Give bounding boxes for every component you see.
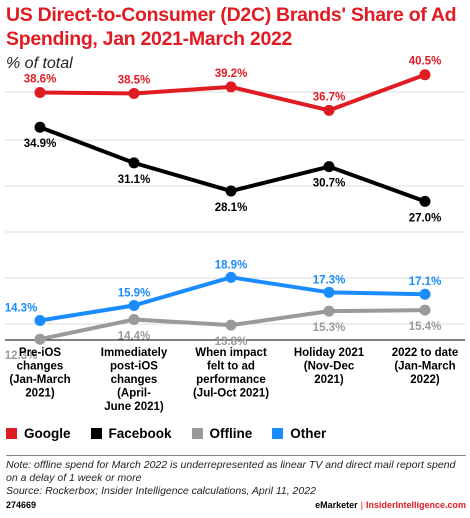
data-point-offline [128, 314, 140, 326]
chart-id: 274669 [6, 500, 37, 510]
data-label-google: 36.7% [313, 91, 346, 103]
brand: eMarketer | InsiderIntelligence.com [315, 500, 466, 510]
series-line-google [38, 72, 427, 113]
data-point-offline [419, 304, 431, 316]
legend-label-facebook: Facebook [108, 426, 172, 441]
brand-separator: | [360, 500, 363, 510]
data-point-google [323, 104, 335, 116]
data-label-facebook: 27.0% [409, 212, 442, 224]
data-label-other: 17.3% [313, 274, 346, 286]
data-point-facebook [34, 121, 46, 133]
data-label-offline: 14.4% [118, 331, 151, 343]
data-point-other [128, 299, 140, 311]
legend-item-other: Other [272, 426, 326, 441]
data-point-google [225, 81, 237, 93]
data-label-other: 15.9% [118, 287, 151, 299]
legend-label-google: Google [24, 426, 71, 441]
data-label-offline: 12.3% [5, 350, 38, 362]
data-label-facebook: 34.9% [24, 138, 57, 150]
x-tick-label: Immediately post-iOS changes (April-June 20… [101, 347, 168, 413]
data-label-other: 17.1% [409, 276, 442, 288]
legend-item-facebook: Facebook [90, 426, 172, 441]
legend-item-offline: Offline [191, 426, 253, 441]
source-text: Source: Rockerbox; Insider Intelligence … [6, 485, 316, 497]
data-point-google [128, 87, 140, 99]
x-tick-label: Pre-iOS changes (Jan-March 2021) [9, 347, 70, 400]
legend-label-other: Other [290, 426, 327, 441]
chart-notes: Note: offline spend for March 2022 is un… [6, 455, 466, 498]
note-text: Note: offline spend for March 2022 is un… [6, 459, 456, 484]
chart-subtitle: % of total [6, 55, 73, 72]
data-point-facebook [419, 195, 431, 207]
data-label-google: 39.2% [215, 68, 248, 80]
data-label-offline: 15.3% [313, 322, 346, 334]
data-label-google: 38.6% [24, 74, 57, 86]
data-point-facebook [323, 161, 335, 173]
data-point-offline [323, 305, 335, 317]
data-point-facebook [128, 157, 140, 169]
data-label-offline: 13.8% [215, 336, 248, 348]
chart-title: US Direct-to-Consumer (D2C) Brands' Shar… [6, 4, 457, 50]
data-label-other: 14.3% [5, 302, 38, 314]
data-label-other: 18.9% [215, 259, 248, 271]
data-label-facebook: 28.1% [215, 202, 248, 214]
data-point-offline [225, 319, 237, 331]
legend-swatch-google [6, 428, 17, 439]
legend-label-offline: Offline [209, 426, 253, 441]
legend: Google Facebook Offline Other [6, 426, 346, 441]
legend-swatch-other [272, 428, 284, 439]
line-chart: 38.6% 38.5% 39.2% 36.7% 40.5% 34.9% 31.1% 28.1%… [5, 56, 465, 413]
data-point-offline [34, 333, 46, 345]
legend-swatch-facebook [90, 428, 102, 439]
series-line-other [38, 275, 427, 323]
data-point-google [34, 87, 46, 99]
legend-item-google: Google [6, 426, 71, 441]
data-point-google [419, 69, 431, 81]
data-label-google: 38.5% [118, 74, 151, 86]
data-label-google: 40.5% [409, 56, 442, 68]
data-point-other [419, 288, 431, 300]
data-point-other [323, 286, 335, 298]
brand-insider-intelligence: InsiderIntelligence.com [365, 500, 466, 510]
data-point-facebook [225, 185, 237, 197]
brand-emarketer: eMarketer [315, 500, 358, 510]
data-point-other [34, 314, 46, 326]
data-label-facebook: 30.7% [313, 178, 346, 190]
data-label-offline: 15.4% [409, 321, 442, 333]
x-tick-label: 2022 to date (Jan-March 2022) [392, 347, 458, 386]
legend-swatch-offline [191, 428, 203, 439]
data-label-facebook: 31.1% [118, 174, 151, 186]
data-point-other [225, 271, 237, 283]
x-tick-label: Holiday 2021 (Nov-Dec 2021) [294, 347, 365, 386]
x-tick-label: When impact felt to ad performance (Jul-Oct… [193, 347, 269, 400]
